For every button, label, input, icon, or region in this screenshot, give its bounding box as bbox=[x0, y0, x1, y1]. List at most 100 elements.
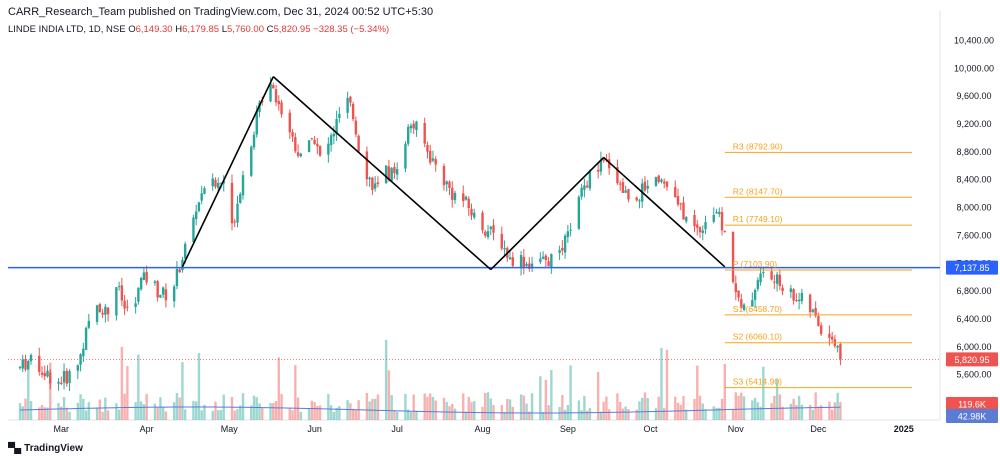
volume-bar bbox=[685, 409, 688, 420]
volume-bar bbox=[139, 401, 143, 420]
candle-body bbox=[525, 263, 528, 266]
volume-bar bbox=[159, 397, 162, 420]
x-tick-label: Oct bbox=[643, 424, 658, 434]
candle-body bbox=[406, 126, 410, 144]
candle-body bbox=[200, 193, 203, 201]
volume-bar bbox=[442, 397, 446, 420]
volume-bar bbox=[57, 402, 60, 420]
last-price-badge: 5,820.95 bbox=[954, 355, 989, 365]
volume-bar bbox=[828, 401, 831, 420]
candle-body bbox=[211, 178, 214, 187]
volume-bar bbox=[674, 396, 677, 420]
candle-body bbox=[203, 188, 206, 194]
candle-body bbox=[393, 166, 396, 174]
candle-body bbox=[217, 183, 220, 189]
volume-bar bbox=[665, 349, 669, 420]
volume-bar bbox=[464, 411, 468, 420]
volume-bar bbox=[291, 410, 294, 420]
volume-bar bbox=[395, 411, 399, 420]
candle-body bbox=[756, 280, 760, 290]
volume-bar bbox=[368, 401, 371, 420]
volume-bar bbox=[704, 409, 707, 420]
volume-bar bbox=[654, 408, 658, 420]
volume-bar bbox=[558, 406, 561, 420]
candle-body bbox=[464, 196, 468, 200]
volume-bar bbox=[426, 396, 429, 420]
candle-body bbox=[635, 197, 638, 201]
symbol-title[interactable]: LINDE INDIA LTD, 1D, NSE bbox=[8, 24, 126, 35]
volume-bar bbox=[24, 398, 27, 420]
y-tick-label: 6,400.00 bbox=[956, 314, 991, 324]
candle-body bbox=[528, 263, 531, 269]
pattern-trendline bbox=[272, 76, 492, 271]
candle-body bbox=[674, 187, 677, 198]
candle-body bbox=[291, 131, 294, 137]
volume-bar bbox=[329, 405, 333, 420]
candle-body bbox=[448, 181, 451, 188]
candle-body bbox=[21, 359, 24, 369]
candle-body bbox=[415, 121, 418, 131]
candle-body bbox=[839, 343, 842, 360]
candle-body bbox=[404, 143, 407, 169]
volume-bar bbox=[712, 406, 715, 420]
candle-body bbox=[197, 202, 201, 212]
candle-body bbox=[583, 185, 586, 190]
volume-bar bbox=[120, 346, 124, 420]
candle-body bbox=[522, 256, 526, 268]
candle-body bbox=[607, 159, 611, 169]
candle-body bbox=[795, 300, 798, 302]
volume-bar bbox=[679, 404, 682, 420]
volume-bar bbox=[299, 411, 303, 420]
y-tick-label: 5,600.00 bbox=[956, 370, 991, 380]
volume-bar bbox=[621, 408, 625, 420]
candle-body bbox=[172, 286, 176, 302]
volume-bar bbox=[836, 392, 839, 420]
candle-body bbox=[142, 272, 146, 281]
y-tick-label: 10,400.00 bbox=[954, 35, 994, 45]
volume-bar bbox=[596, 372, 600, 420]
candle-body bbox=[830, 336, 834, 340]
volume-bar bbox=[46, 407, 49, 420]
candle-body bbox=[365, 151, 369, 180]
volume-bar bbox=[117, 409, 121, 420]
volume-bar bbox=[288, 408, 292, 420]
candle-body bbox=[693, 215, 696, 227]
candle-body bbox=[409, 125, 413, 129]
candle-body bbox=[57, 381, 60, 384]
candle-body bbox=[137, 287, 140, 302]
volume-bar bbox=[371, 398, 374, 420]
volume-bar bbox=[327, 394, 330, 420]
candle-body bbox=[751, 300, 754, 307]
y-tick-label: 6,800.00 bbox=[956, 286, 991, 296]
candle-body bbox=[354, 120, 358, 135]
candle-body bbox=[434, 159, 437, 165]
candle-body bbox=[351, 104, 355, 120]
candle-body bbox=[585, 185, 589, 188]
volume-bar bbox=[239, 405, 242, 420]
candle-body bbox=[742, 304, 746, 311]
volume-bar bbox=[544, 379, 548, 420]
volume-bar bbox=[693, 398, 696, 420]
candle-body bbox=[486, 231, 490, 238]
candle-body bbox=[95, 305, 99, 322]
candle-body bbox=[759, 273, 762, 283]
candle-body bbox=[828, 333, 831, 338]
candle-body bbox=[811, 309, 815, 312]
candle-body bbox=[24, 358, 27, 370]
volume-bar bbox=[715, 408, 718, 420]
candle-body bbox=[778, 274, 782, 286]
volume-bar bbox=[607, 409, 611, 420]
candle-body bbox=[145, 271, 148, 283]
volume-bar bbox=[814, 392, 817, 420]
x-tick-label: Jul bbox=[391, 424, 403, 434]
volume-bar bbox=[164, 411, 168, 420]
volume-bar bbox=[203, 404, 206, 420]
volume-bar bbox=[434, 400, 437, 420]
candle-body bbox=[104, 306, 107, 315]
tradingview-brand[interactable]: ▀▄ TradingView bbox=[8, 443, 83, 454]
volume-bar bbox=[106, 410, 110, 420]
volume-bar bbox=[682, 396, 685, 420]
candle-body bbox=[643, 181, 647, 191]
high-value: 6,179.85 bbox=[182, 24, 220, 35]
